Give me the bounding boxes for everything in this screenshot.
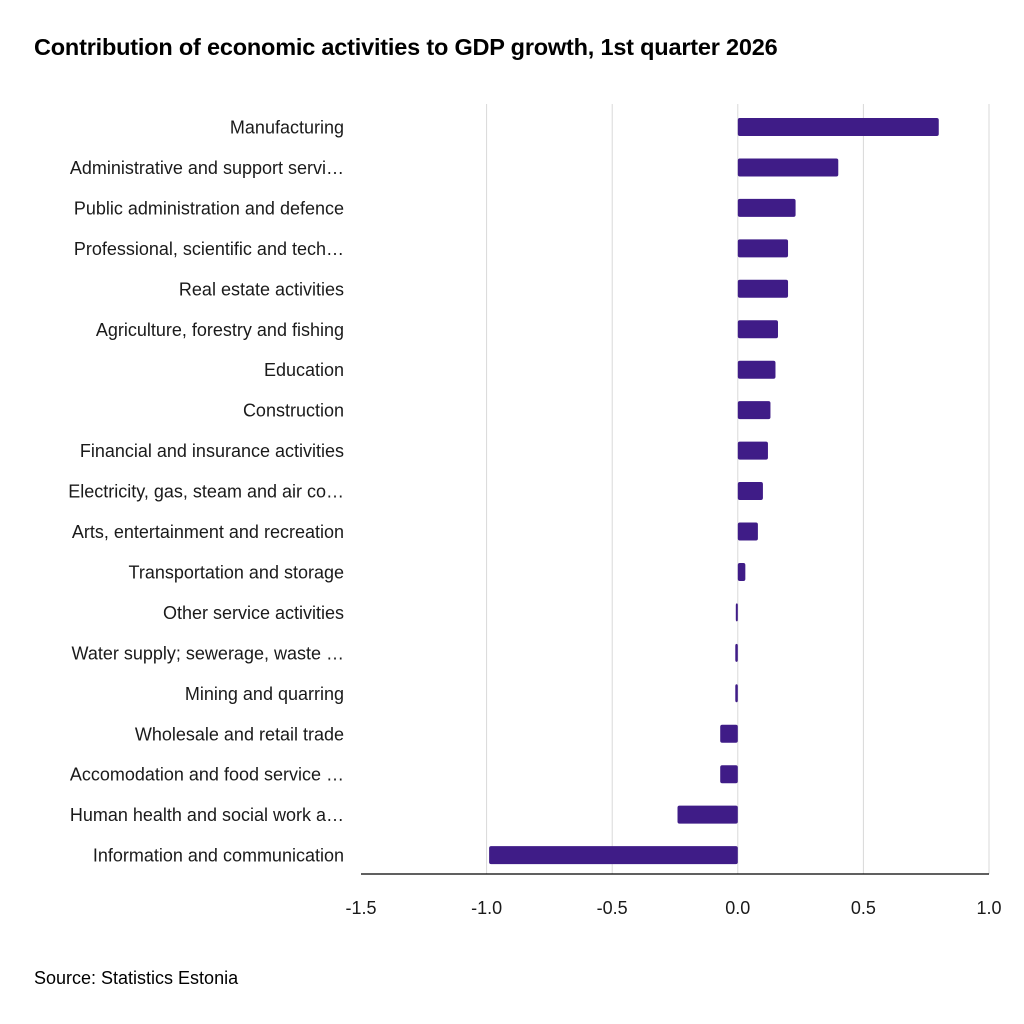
x-tick-label: 1.0 bbox=[976, 898, 1001, 918]
category-label: Arts, entertainment and recreation bbox=[72, 522, 344, 542]
category-label: Administrative and support servi… bbox=[70, 158, 344, 178]
bar bbox=[735, 643, 738, 662]
bar bbox=[737, 562, 746, 581]
bar bbox=[737, 401, 771, 420]
category-label: Transportation and storage bbox=[129, 562, 344, 582]
x-tick-label: 0.0 bbox=[725, 898, 750, 918]
bar bbox=[737, 279, 789, 298]
category-label: Water supply; sewerage, waste … bbox=[72, 643, 344, 663]
category-label: Professional, scientific and tech… bbox=[74, 239, 344, 259]
bar bbox=[735, 603, 738, 622]
category-label: Mining and quarring bbox=[185, 684, 344, 704]
bar bbox=[737, 482, 763, 501]
bar bbox=[737, 198, 796, 217]
chart-title: Contribution of economic activities to G… bbox=[34, 34, 778, 60]
category-label: Education bbox=[264, 360, 344, 380]
category-label: Other service activities bbox=[163, 603, 344, 623]
x-tick-labels: -1.5 -1.0 -0.5 0.0 0.5 1.0 bbox=[345, 898, 1001, 918]
category-label: Accomodation and food service … bbox=[70, 765, 344, 785]
category-label: Wholesale and retail trade bbox=[135, 724, 344, 744]
bar bbox=[737, 118, 939, 136]
category-label: Public administration and defence bbox=[74, 198, 344, 218]
category-label: Manufacturing bbox=[230, 118, 344, 138]
bar bbox=[737, 158, 839, 177]
bar bbox=[737, 239, 789, 258]
category-labels: Manufacturing Administrative and support … bbox=[68, 118, 344, 866]
source-note: Source: Statistics Estonia bbox=[34, 968, 239, 988]
bar bbox=[720, 765, 738, 784]
x-tick-label: -1.5 bbox=[345, 898, 376, 918]
bar bbox=[737, 441, 768, 460]
bars bbox=[489, 118, 939, 865]
x-tick-label: 0.5 bbox=[851, 898, 876, 918]
bar bbox=[677, 805, 738, 824]
bar bbox=[737, 360, 776, 379]
bar bbox=[737, 320, 778, 339]
category-label: Construction bbox=[243, 401, 344, 421]
category-label: Human health and social work a… bbox=[70, 805, 344, 825]
bar bbox=[735, 684, 738, 703]
category-label: Information and communication bbox=[93, 846, 344, 866]
bar bbox=[489, 846, 738, 865]
category-label: Electricity, gas, steam and air co… bbox=[68, 482, 344, 502]
category-label: Agriculture, forestry and fishing bbox=[96, 320, 344, 340]
x-tick-label: -1.0 bbox=[471, 898, 502, 918]
category-label: Financial and insurance activities bbox=[80, 441, 344, 461]
x-tick-label: -0.5 bbox=[597, 898, 628, 918]
bar bbox=[720, 724, 738, 743]
category-label: Real estate activities bbox=[179, 279, 344, 299]
bar bbox=[737, 522, 758, 541]
